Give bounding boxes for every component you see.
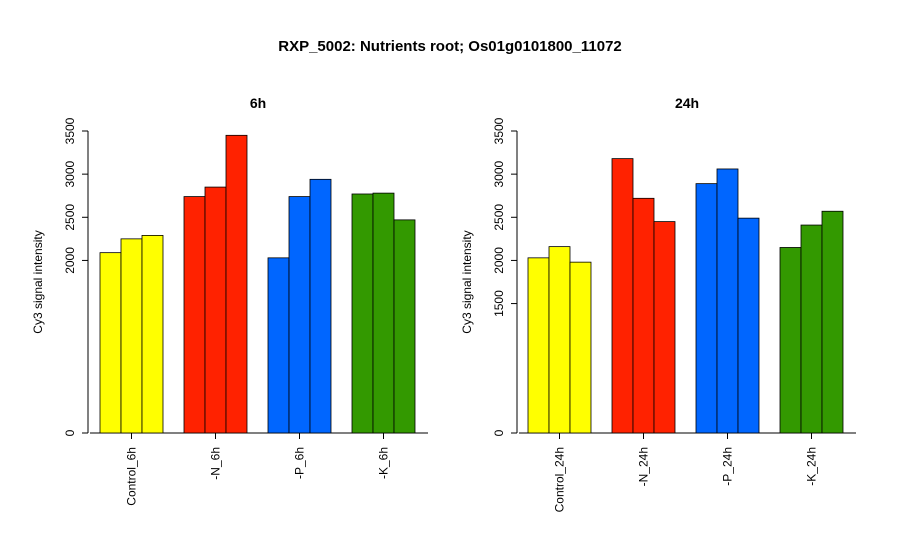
panel-1-bar [267, 257, 290, 434]
panel-2-bar [800, 224, 823, 434]
panel-2-bar [527, 257, 550, 434]
panel-1-x-tick-label: -N_6h [209, 447, 223, 480]
panel-1-bar [99, 252, 122, 434]
panel-2-bar [716, 168, 739, 434]
panel-2-bar [695, 183, 718, 434]
panel-1-bar [120, 238, 143, 434]
panel-2-bar [653, 221, 676, 434]
panel-2-y-tick-label: 3000 [492, 160, 506, 187]
panel-2-y-tick-label: 1500 [492, 290, 506, 317]
panel-1-y-axis-label: Cy3 signal intensity [31, 230, 45, 333]
panel-2-title: 24h [675, 95, 699, 111]
panel-1-title: 6h [250, 95, 266, 111]
panel-2-y-tick-label: 0 [492, 429, 506, 436]
panel-2-y-tick-label: 2500 [492, 204, 506, 231]
panel-2-bar [821, 210, 844, 434]
panel-1-y-tick-label: 0 [63, 429, 77, 436]
panel-2-x-tick-label: -K_24h [805, 447, 819, 486]
panel-2-bar [779, 247, 802, 434]
panel-1-bar [309, 178, 332, 434]
panel-1-bar [141, 235, 164, 434]
panel-1-x-tick-label: -P_6h [293, 447, 307, 479]
panel-1-bar [183, 196, 206, 434]
panel-2-x-tick-label: -P_24h [721, 447, 735, 486]
panel-1-y-tick-label: 3500 [63, 117, 77, 144]
panel-1-bar [204, 186, 227, 434]
panel-1-x-tick-label: Control_6h [125, 447, 139, 506]
panel-2-bar [548, 246, 571, 434]
panel-2-bar [569, 261, 592, 434]
panel-1-bar [288, 196, 311, 434]
panel-2-x-tick-label: Control_24h [553, 447, 567, 512]
panel-2-y-axis-label: Cy3 signal intensity [460, 230, 474, 333]
panel-1-y-tick-label: 2000 [63, 247, 77, 274]
panel-1-bar [225, 134, 248, 434]
panel-1-bar [351, 193, 374, 434]
panel-1-bar [372, 192, 395, 434]
panel-2-y-tick-label: 2000 [492, 247, 506, 274]
panel-1-y-tick-label: 2500 [63, 204, 77, 231]
panel-2-bar [611, 158, 634, 434]
panel-1-y-tick-label: 3000 [63, 160, 77, 187]
panel-1-x-tick-label: -K_6h [377, 447, 391, 479]
main-title: RXP_5002: Nutrients root; Os01g0101800_1… [278, 38, 622, 55]
panel-2-bar [632, 197, 655, 434]
panel-2-x-tick-label: -N_24h [637, 447, 651, 486]
panel-1-bar [393, 219, 416, 434]
panel-2-bar [737, 217, 760, 434]
panel-2-y-tick-label: 3500 [492, 117, 506, 144]
